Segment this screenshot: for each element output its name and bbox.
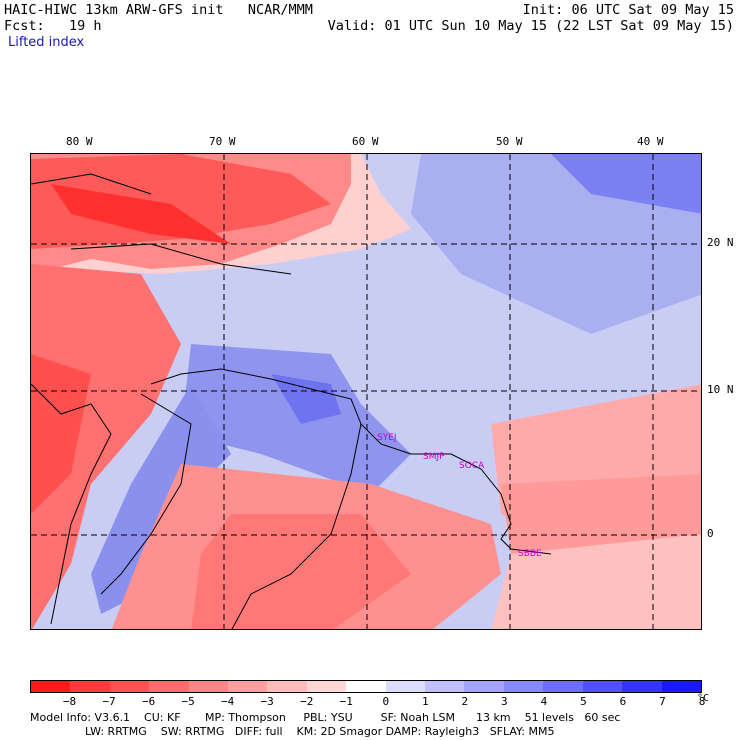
- colorbar-segment: [346, 681, 386, 692]
- model-info-line1: Model Info: V3.6.1 CU: KF MP: Thompson P…: [30, 711, 621, 724]
- colorbar-tick-label: −6: [141, 695, 156, 708]
- colorbar-segment: [543, 681, 583, 692]
- colorbar-segment: [622, 681, 662, 692]
- colorbar-unit: °C: [697, 693, 710, 704]
- colorbar-tick-label: 1: [421, 695, 429, 708]
- colorbar-segment: [661, 681, 701, 692]
- colorbar: [30, 680, 702, 693]
- map-canvas: [31, 154, 701, 629]
- colorbar-tick-label: −3: [260, 695, 274, 708]
- colorbar-segment: [306, 681, 347, 692]
- lon-label-40w: 40 W: [637, 135, 664, 148]
- colorbar-segment: [109, 681, 150, 692]
- station-label: SOCA: [459, 461, 485, 471]
- colorbar-tick-label: 3: [501, 695, 508, 708]
- colorbar-tick-label: −1: [339, 695, 353, 708]
- colorbar-tick-label: 5: [580, 695, 587, 708]
- colorbar-tick-label: −2: [300, 695, 314, 708]
- field-name: Lifted index: [8, 35, 85, 50]
- lon-label-70w: 70 W: [209, 135, 236, 148]
- lat-label-10n: 10 N: [707, 383, 734, 396]
- colorbar-tick-label: −8: [62, 695, 77, 708]
- valid-time: Valid: 01 UTC Sun 10 May 15 (22 LST Sat …: [327, 18, 734, 34]
- colorbar-segment: [503, 681, 544, 692]
- colorbar-segment: [31, 681, 71, 692]
- colorbar-tick-label: 8: [698, 695, 706, 708]
- colorbar-segment: [228, 681, 268, 692]
- colorbar-tick-label: 0: [382, 695, 390, 708]
- colorbar-segment: [267, 681, 307, 692]
- colorbar-tick-label: 7: [659, 695, 666, 708]
- colorbar-tick-label: −7: [102, 695, 116, 708]
- colorbar-tick-label: −5: [181, 695, 195, 708]
- station-label: SMJP: [423, 452, 445, 462]
- colorbar-tick-label: −4: [221, 695, 235, 708]
- station-label: SBBE: [518, 549, 542, 559]
- colorbar-segment: [582, 681, 623, 692]
- colorbar-tick-label: 4: [540, 695, 548, 708]
- colorbar-segment: [464, 681, 504, 692]
- lat-label-0: 0: [707, 527, 714, 540]
- init-time: Init: 06 UTC Sat 09 May 15: [522, 2, 734, 18]
- colorbar-segment: [385, 681, 426, 692]
- title-left: HAIC-HIWC 13km ARW-GFS init NCAR/MMM: [4, 2, 313, 18]
- lat-label-20n: 20 N: [707, 236, 734, 249]
- lon-label-50w: 50 W: [496, 135, 523, 148]
- colorbar-tick-label: 6: [619, 695, 627, 708]
- colorbar-segment: [149, 681, 189, 692]
- model-info-line2: LW: RRTMG SW: RRTMG DIFF: full KM: 2D Sm…: [85, 725, 555, 738]
- station-label: SYEJ: [377, 433, 397, 443]
- lon-label-80w: 80 W: [66, 135, 93, 148]
- colorbar-segment: [188, 681, 229, 692]
- lifted-index-map: SYEJ SMJP SOCA SBBE: [30, 153, 702, 630]
- colorbar-segment: [425, 681, 465, 692]
- lon-label-60w: 60 W: [352, 135, 379, 148]
- colorbar-segment: [70, 681, 110, 692]
- forecast-hour: Fcst: 19 h: [4, 18, 102, 34]
- colorbar-tick-label: 2: [461, 695, 469, 708]
